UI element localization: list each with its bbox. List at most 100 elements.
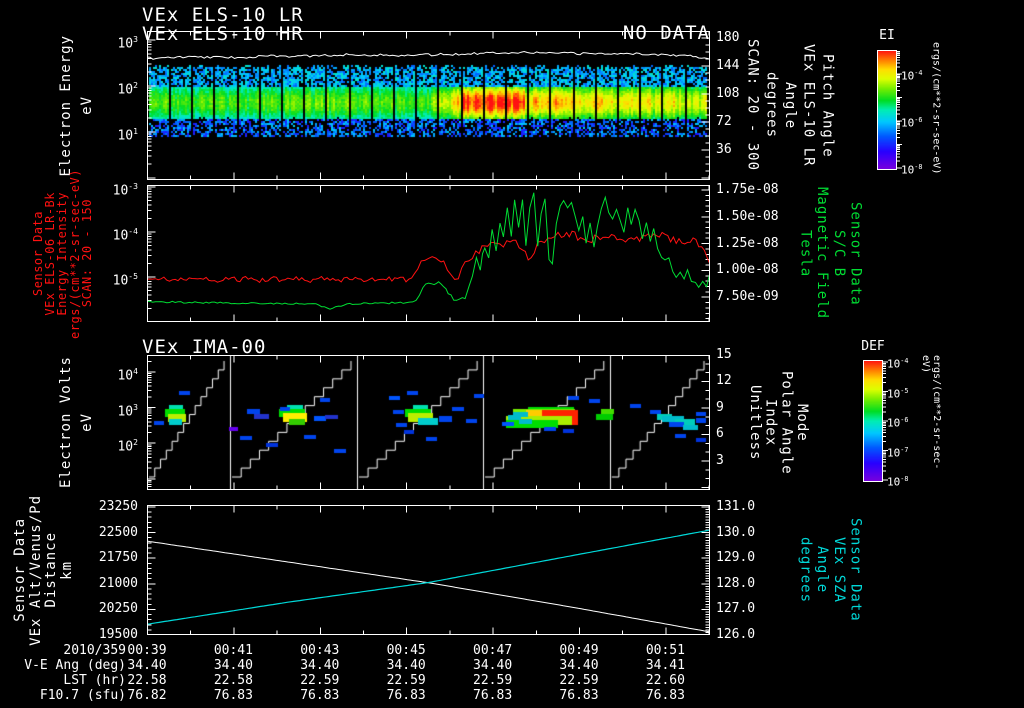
panel4-right-axis-label: degrees Angle VEx SZA Sensor Data bbox=[796, 505, 864, 635]
panel2-left-quantity: Energy Intensity bbox=[55, 191, 70, 316]
table-cell: 34.40 bbox=[300, 658, 340, 673]
panel1-right-angle: Angle bbox=[781, 81, 798, 130]
table-cell: 22.58 bbox=[213, 673, 253, 688]
panel1-right-instrument: VEx ELS-10 LR bbox=[800, 44, 817, 167]
def-colorbar-tick: 10-7 bbox=[887, 446, 909, 460]
panel2-left-tick: 10-3 bbox=[112, 182, 138, 199]
time-label: 00:39 bbox=[127, 643, 167, 658]
def-colorbar-tick: 10-8 bbox=[887, 475, 909, 489]
panel4-right-tick: 129.0 bbox=[716, 550, 756, 565]
table-cell: 76.82 bbox=[127, 688, 167, 703]
els-spectrogram-canvas bbox=[147, 31, 710, 180]
panel4-right-quantity: VEx SZA bbox=[830, 536, 847, 603]
panel4-left-tick: 22500 bbox=[98, 525, 138, 540]
panel4-left-tick: 19500 bbox=[98, 627, 138, 642]
panel4-right-tick: 127.0 bbox=[716, 601, 756, 616]
table-cell: 22.60 bbox=[645, 673, 685, 688]
panel2-right-source: S/C B bbox=[830, 229, 847, 278]
panel2-left-scan: SCAN: 20 - 150 bbox=[79, 199, 94, 308]
panel3-right-polar-angle: Polar Angle bbox=[778, 370, 795, 475]
table-cell: 34.41 bbox=[645, 658, 685, 673]
panel1-right-quantity: Pitch Angle bbox=[819, 53, 836, 158]
table-cell: 34.40 bbox=[213, 658, 253, 673]
panel4-right-angle: Angle bbox=[814, 546, 831, 594]
table-cell: 22.58 bbox=[127, 673, 167, 688]
panel3-right-tick: 3 bbox=[716, 453, 724, 468]
panel2-right-axis-label: Tesla Magnetic Field S/C B Sensor Data bbox=[796, 185, 864, 322]
table-row-label: V-E Ang (deg) bbox=[24, 658, 126, 673]
table-cell: 34.40 bbox=[386, 658, 426, 673]
def-colorbar-title: DEF bbox=[861, 339, 885, 354]
panel3-right-axis-label: Unitless Index Polar Angle Mode bbox=[746, 355, 810, 490]
panel2-right-tick: 7.50e-09 bbox=[716, 289, 779, 304]
panel2-right-sensor: Sensor Data bbox=[847, 201, 864, 306]
panel1-left-tick: 101 bbox=[117, 127, 138, 144]
panel1-ylabel: Electron Energy bbox=[58, 34, 75, 177]
ei-colorbar-canvas bbox=[877, 50, 897, 170]
panel1-right-tick: 72 bbox=[716, 114, 732, 129]
panel3-right-tick: 9 bbox=[716, 400, 724, 415]
table-cell: 34.40 bbox=[127, 658, 167, 673]
panel3-left-tick: 104 bbox=[117, 367, 138, 384]
panel4-left-quantity: VEx Alt/Venus/Pd bbox=[27, 494, 44, 646]
time-label: 00:47 bbox=[473, 643, 513, 658]
time-label: 00:43 bbox=[300, 643, 340, 658]
panel3-right-mode: Mode bbox=[794, 403, 811, 442]
panel1-title-line1: VEx ELS-10 LR bbox=[142, 4, 304, 26]
panel1-right-tick: 180 bbox=[716, 30, 740, 45]
panel1-right-tick: 108 bbox=[716, 86, 740, 101]
table-cell: 22.59 bbox=[386, 673, 426, 688]
ei-colorbar-unit: ergs/(cm**2-sr-sec-eV) bbox=[930, 41, 942, 175]
panel4-right-sensor: Sensor Data bbox=[847, 518, 864, 622]
panel4-left-distance: Distance bbox=[43, 532, 60, 608]
panel2-right-tick: 1.50e-08 bbox=[716, 209, 779, 224]
panel1-left-tick: 103 bbox=[117, 35, 138, 52]
panel4-left-axis-label: Sensor Data VEx Alt/Venus/Pd Distance km bbox=[11, 495, 76, 646]
panel2-right-tick: 1.75e-08 bbox=[716, 182, 779, 197]
panel2-right-tick: 1.25e-08 bbox=[716, 236, 779, 251]
panel2-right-unit: Tesla bbox=[797, 229, 814, 278]
ei-colorbar-tick: 10-4 bbox=[901, 69, 923, 83]
table-cell: 76.83 bbox=[213, 688, 253, 703]
panel1-title-line2: VEx ELS-10 HR bbox=[142, 23, 304, 45]
table-cell: 22.59 bbox=[473, 673, 513, 688]
table-cell: 22.59 bbox=[300, 673, 340, 688]
panel3-title: VEx IMA-00 bbox=[142, 336, 267, 358]
panel3-right-index: Index bbox=[762, 398, 779, 447]
panel1-yunit: eV bbox=[78, 96, 95, 115]
no-data-flag: NO DATA bbox=[622, 22, 710, 44]
time-label: 00:49 bbox=[559, 643, 599, 658]
panel4-left-sensor: Sensor Data bbox=[11, 518, 28, 622]
panel2-left-tick: 10-5 bbox=[112, 272, 138, 289]
ei-colorbar-tick: 10-8 bbox=[901, 163, 923, 177]
panel3-right-unitless: Unitless bbox=[746, 384, 763, 461]
table-row-label: LST (hr) bbox=[63, 673, 126, 688]
def-colorbar-canvas bbox=[863, 360, 883, 482]
panel3-right-tick: 15 bbox=[716, 347, 732, 362]
ei-colorbar-tick: 10-6 bbox=[901, 116, 923, 130]
panel4-right-unit: degrees bbox=[797, 536, 814, 603]
panel4-right-tick: 130.0 bbox=[716, 525, 756, 540]
panel1-right-tick: 36 bbox=[716, 142, 732, 157]
def-colorbar-unit: ergs/(cm**2-sr-sec-eV) bbox=[920, 355, 942, 470]
def-colorbar-tick: 10-6 bbox=[887, 416, 909, 430]
table-row-label: F10.7 (sfu) bbox=[39, 688, 126, 703]
panel2-left-tick: 10-4 bbox=[112, 227, 138, 244]
panel3-ylabel: Electron Volts bbox=[58, 356, 75, 489]
panel4-left-tick: 20250 bbox=[98, 601, 138, 616]
panel4-left-tick: 21750 bbox=[98, 550, 138, 565]
panel2-left-axis-label: Sensor Data VEx ELS-06 LR-Bk Energy Inte… bbox=[31, 169, 94, 339]
panel4-right-tick: 126.0 bbox=[716, 627, 756, 642]
panel1-right-axis-label: SCAN: 20 - 300 degrees Angle VEx ELS-10 … bbox=[741, 31, 838, 180]
time-label: 00:41 bbox=[213, 643, 253, 658]
panel1-right-tick: 144 bbox=[716, 58, 740, 73]
table-cell: 76.83 bbox=[473, 688, 513, 703]
panel4-right-tick: 131.0 bbox=[716, 499, 756, 514]
ima-spectrogram-canvas bbox=[147, 355, 710, 490]
panel1-right-scan: SCAN: 20 - 300 bbox=[744, 39, 761, 172]
panel4-left-tick: 23250 bbox=[98, 499, 138, 514]
date-label: 2010/359 bbox=[63, 643, 126, 658]
time-label: 00:45 bbox=[386, 643, 426, 658]
